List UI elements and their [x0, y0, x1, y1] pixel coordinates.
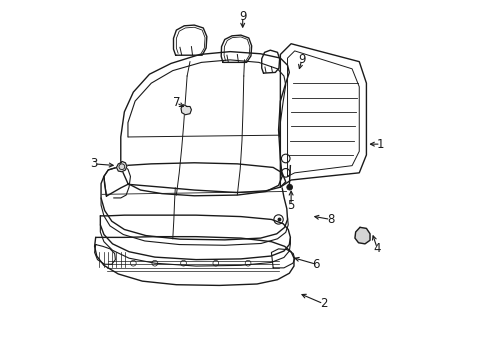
- Polygon shape: [116, 161, 126, 172]
- Text: 3: 3: [90, 157, 98, 170]
- Text: 7: 7: [172, 96, 180, 109]
- Text: 1: 1: [376, 138, 384, 150]
- Text: 9: 9: [298, 53, 305, 66]
- Text: 6: 6: [312, 258, 319, 271]
- Polygon shape: [354, 227, 369, 244]
- Circle shape: [286, 184, 292, 190]
- Text: 5: 5: [287, 199, 294, 212]
- Text: 9: 9: [239, 10, 246, 23]
- Polygon shape: [181, 105, 191, 115]
- Text: 8: 8: [326, 213, 334, 226]
- Text: 2: 2: [319, 297, 326, 310]
- Text: 4: 4: [373, 242, 380, 255]
